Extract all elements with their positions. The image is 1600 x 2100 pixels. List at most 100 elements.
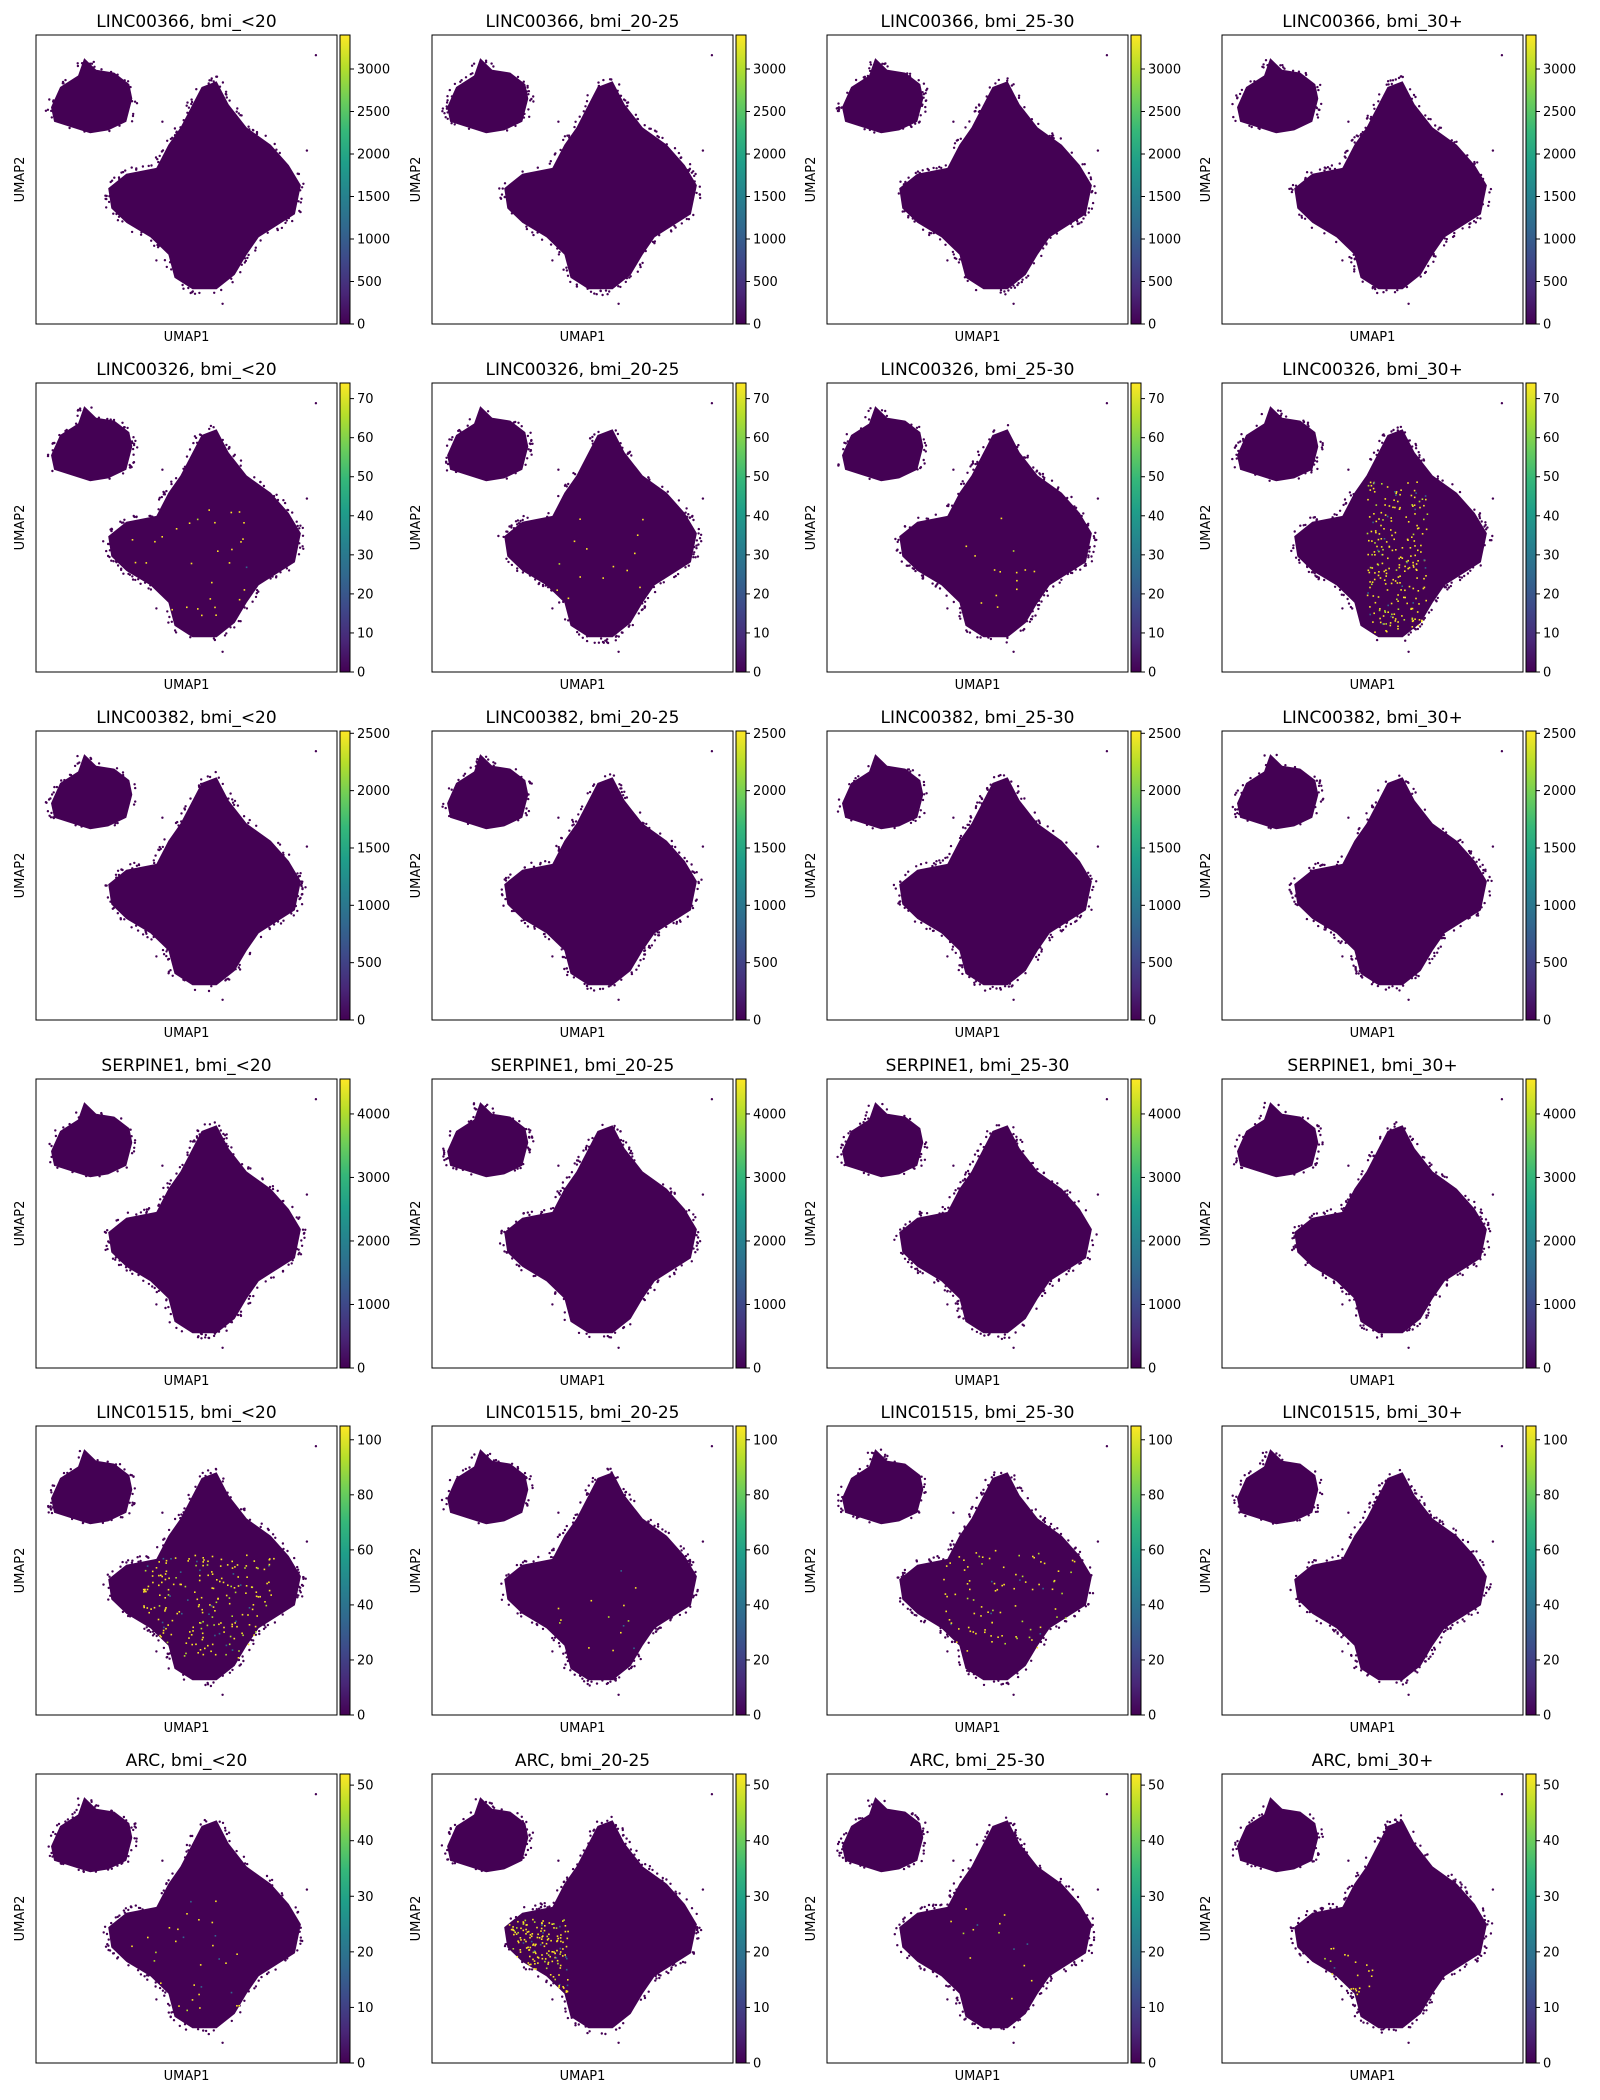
cell-point [1291, 896, 1294, 899]
cell-point [1235, 457, 1239, 460]
colorbar-tick-label: 2500 [1148, 105, 1181, 120]
expressing-cell [1372, 595, 1375, 597]
cell-point [1490, 879, 1493, 883]
cell-point [684, 1961, 687, 1964]
expressing-cell [988, 1557, 991, 1560]
cell-point [287, 569, 291, 572]
cell-point [841, 1509, 844, 1512]
colorbar-tick-label: 30 [753, 548, 770, 563]
cell-point [266, 1527, 270, 1531]
cell-point [551, 955, 554, 958]
cell-point [239, 2011, 242, 2014]
cell-point [248, 1294, 252, 1298]
cell-point [221, 81, 225, 84]
cell-point [221, 1674, 224, 1678]
cell-point [117, 1263, 121, 1267]
cell-point [968, 1513, 971, 1516]
cell-point [1314, 805, 1317, 809]
cluster-main [504, 1472, 697, 1681]
y-axis-label: UMAP2 [409, 853, 424, 899]
cell-point [531, 1486, 534, 1490]
cell-point [1417, 451, 1420, 454]
cell-point [1239, 440, 1242, 443]
colorbar-tick-label: 0 [1543, 318, 1551, 333]
cell-point [260, 1522, 263, 1525]
cell-point [168, 1657, 171, 1660]
expressing-cell [1019, 1579, 1021, 1581]
cell-point [185, 104, 188, 107]
cell-point [146, 936, 149, 939]
cell-point [903, 1568, 907, 1572]
cell-point [688, 1562, 691, 1565]
cell-point [125, 1561, 128, 1564]
cell-point [948, 852, 951, 856]
cell-point [1309, 1216, 1312, 1219]
cell-point [1368, 1502, 1371, 1505]
expressing-cell [996, 606, 999, 608]
cell-point [90, 1799, 93, 1802]
expressing-cell [1374, 572, 1376, 574]
cell-point [1452, 234, 1456, 238]
cell-point [1075, 919, 1078, 922]
colorbar-tick-label: 30 [1543, 548, 1560, 563]
cell-point [228, 1839, 231, 1843]
cell-point [106, 1229, 109, 1232]
cell-point [581, 1677, 584, 1680]
cell-point [959, 834, 963, 838]
cell-point [298, 1251, 301, 1255]
cell-point [1329, 1208, 1333, 1211]
cell-point [1317, 1150, 1320, 1153]
cell-point [1424, 1660, 1427, 1663]
cell-point [1235, 94, 1238, 97]
expressing-cell [1387, 611, 1389, 613]
cell-point [974, 805, 978, 808]
cell-point [1428, 1510, 1431, 1513]
cell-point [114, 1258, 117, 1261]
cell-point [964, 827, 967, 830]
cell-point [521, 571, 525, 574]
cell-point [1294, 895, 1297, 898]
cell-point [1321, 442, 1324, 445]
cell-point [560, 837, 563, 840]
cell-point [966, 1169, 970, 1173]
cell-point [621, 1834, 625, 1837]
cell-point [923, 1483, 926, 1486]
cell-point [1431, 957, 1434, 961]
expressing-cell [162, 1557, 165, 1560]
cell-point [180, 812, 183, 815]
cluster-main [1294, 81, 1487, 290]
cell-point [564, 1651, 567, 1654]
cell-point [150, 938, 153, 941]
cell-point [1073, 505, 1076, 508]
expressing-cell [993, 1582, 996, 1585]
cell-point [464, 76, 468, 79]
cell-point [1284, 764, 1287, 767]
cell-point [287, 1263, 290, 1266]
cell-point [139, 582, 142, 585]
cell-point [123, 518, 126, 521]
cell-point [455, 1167, 458, 1170]
expressing-cell [1015, 571, 1018, 574]
cell-point [517, 522, 520, 525]
expressing-cell [243, 589, 246, 591]
expressing-cell [152, 1581, 154, 1584]
cell-point [923, 1145, 926, 1149]
point-cloud [837, 1445, 1109, 1697]
cell-point [1073, 1615, 1077, 1618]
expressing-cell [1394, 531, 1397, 534]
cell-point [198, 1475, 202, 1478]
cell-point [526, 457, 529, 460]
cell-point [1307, 1514, 1310, 1517]
cell-point [1090, 555, 1093, 558]
cell-point [1040, 254, 1043, 258]
cell-point [1441, 827, 1445, 830]
cell-point [952, 1543, 955, 1546]
cell-point [514, 1220, 518, 1223]
colorbar-tick-label: 80 [753, 1488, 770, 1503]
cell-point [287, 216, 290, 220]
cell-point [443, 1158, 446, 1162]
cell-point [1469, 850, 1473, 853]
expressing-cell [266, 1582, 268, 1585]
cell-point [565, 266, 568, 269]
cell-point [445, 1502, 448, 1506]
